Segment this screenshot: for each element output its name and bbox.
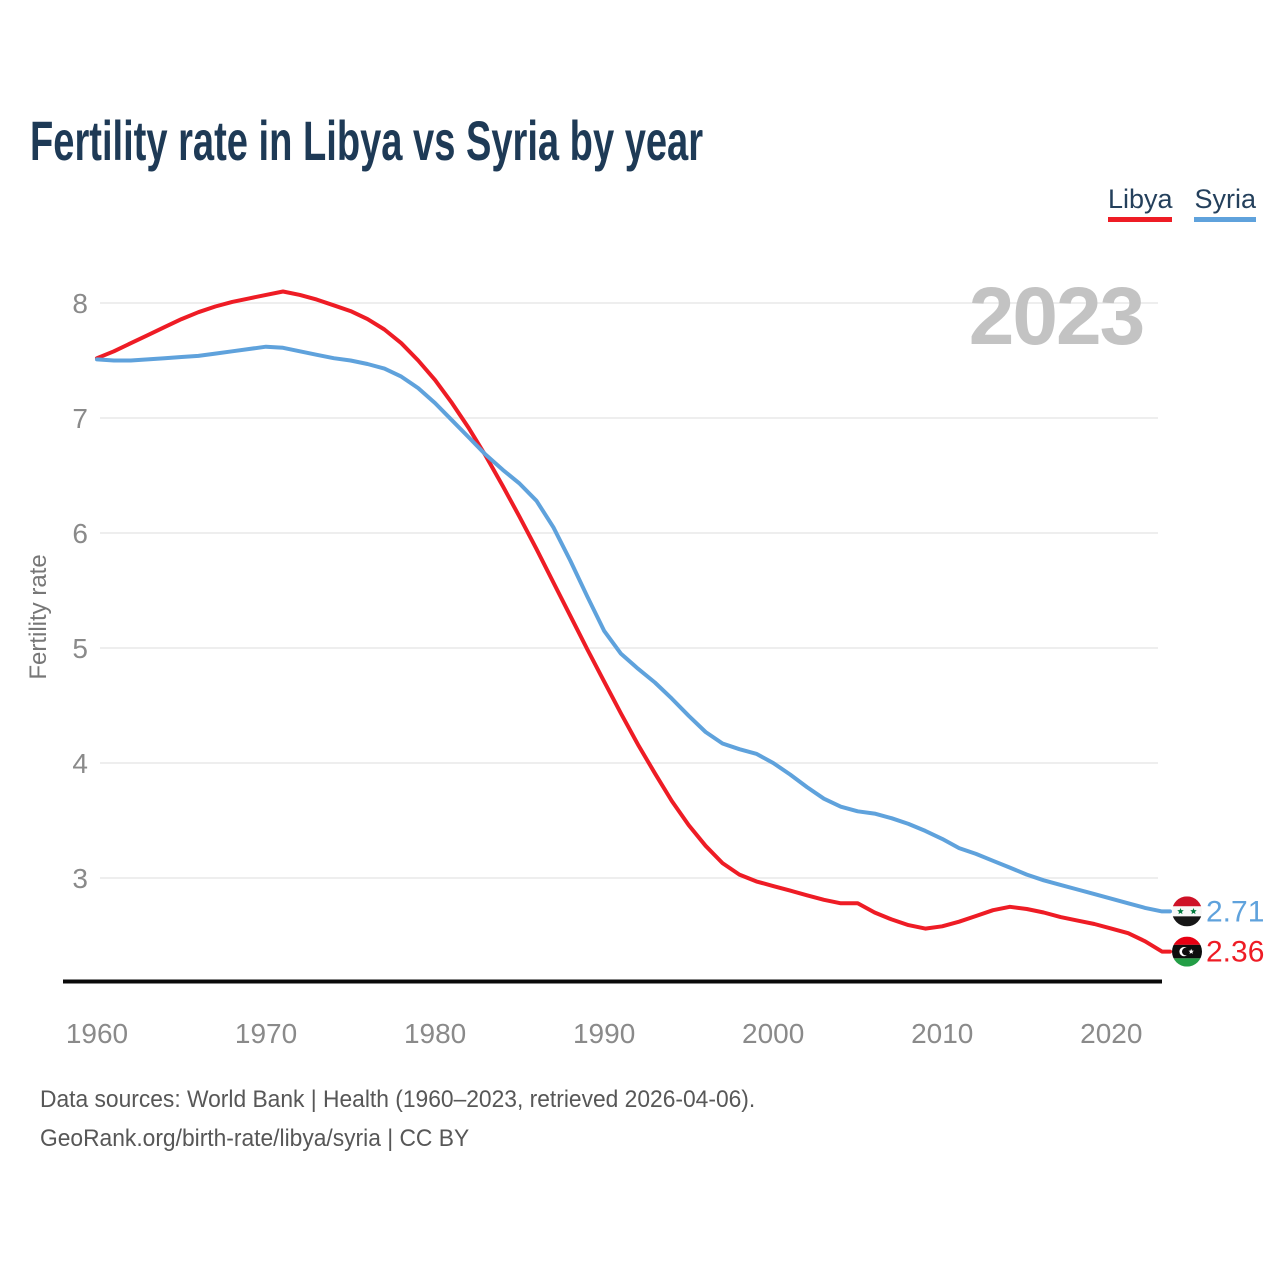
x-tick-label: 2020	[1080, 1018, 1142, 1049]
y-tick-label: 3	[72, 863, 88, 894]
x-tick-label: 1960	[66, 1018, 128, 1049]
libya-line	[95, 289, 1172, 954]
syria-flag-icon	[1172, 896, 1202, 927]
y-tick-label: 7	[72, 403, 88, 434]
y-axis-label: Fertility rate	[25, 554, 52, 679]
legend-item-syria[interactable]: Syria	[1194, 184, 1256, 222]
x-tick-label: 2000	[742, 1018, 804, 1049]
y-tick-label: 6	[72, 518, 88, 549]
libya-flag-icon	[1172, 936, 1202, 967]
footer-data-sources: Data sources: World Bank | Health (1960–…	[40, 1086, 756, 1113]
watermark-year: 2023	[969, 271, 1143, 362]
x-tick-label: 1980	[404, 1018, 466, 1049]
syria-line	[95, 344, 1172, 914]
footer: Data sources: World Bank | Health (1960–…	[40, 1080, 755, 1158]
libya-end-value: 2.36	[1206, 936, 1264, 969]
x-tick-label: 1990	[573, 1018, 635, 1049]
x-tick-label: 2010	[911, 1018, 973, 1049]
legend-item-libya[interactable]: Libya	[1107, 184, 1173, 222]
x-tick-label: 1970	[235, 1018, 297, 1049]
y-tick-label: 4	[72, 748, 88, 779]
y-tick-label: 8	[72, 288, 88, 319]
chart-title: Fertility rate in Libya vs Syria by year	[30, 109, 704, 172]
y-tick-label: 5	[72, 633, 88, 664]
syria-end-value: 2.71	[1206, 895, 1264, 928]
footer-attribution: GeoRank.org/birth-rate/libya/syria | CC …	[40, 1125, 470, 1152]
chart-legend: Libya Syria	[1107, 184, 1256, 222]
